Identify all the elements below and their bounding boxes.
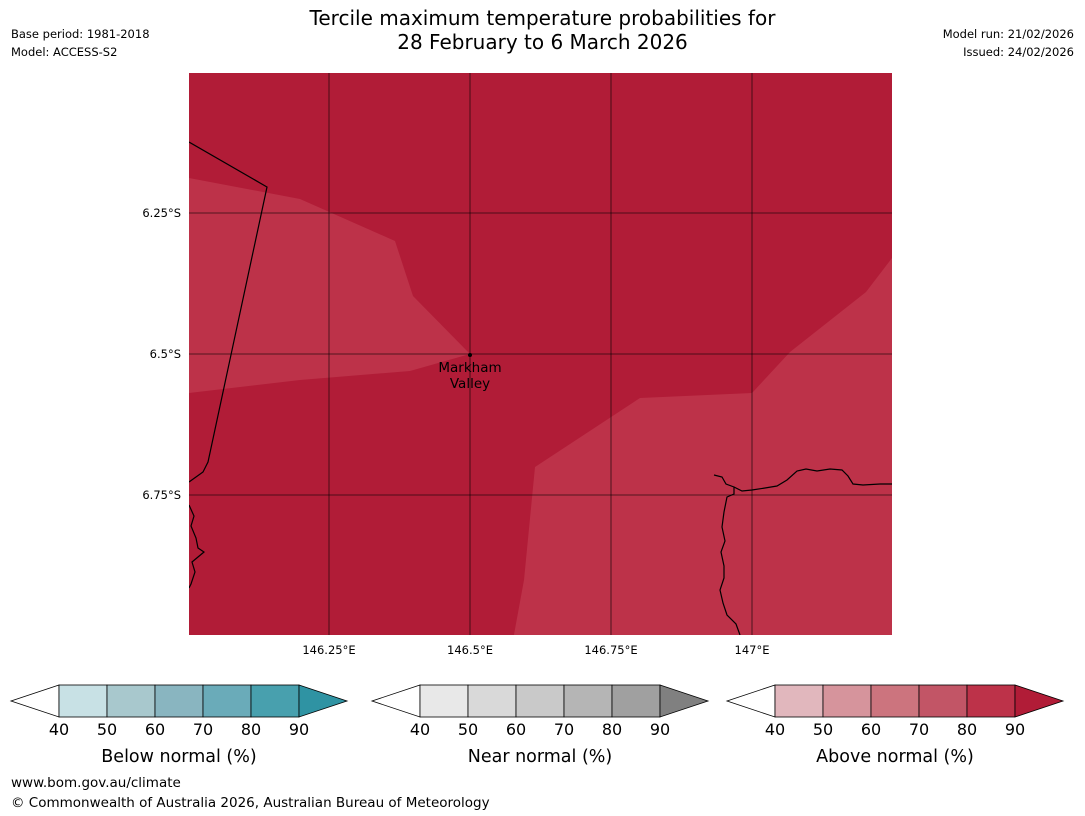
- colorbar-over-arrow: [298, 684, 349, 718]
- colorbar-segment-2: [870, 684, 920, 718]
- province-boundary: [189, 141, 268, 483]
- colorbar-tick-label: 60: [145, 720, 165, 739]
- place-label-line1: Markham: [438, 360, 501, 376]
- lon-label-147: 147°E: [735, 643, 770, 657]
- colorbar-over-arrow: [1014, 684, 1065, 718]
- colorbar-tick-label: 60: [506, 720, 526, 739]
- colorbar-under-arrow: [725, 684, 776, 718]
- colorbar-tick-label: 90: [289, 720, 309, 739]
- map-title: Tercile maximum temperature probabilitie…: [0, 6, 1085, 54]
- lat-axis-labels: 6.25°S 6.5°S 6.75°S: [142, 206, 181, 502]
- colorbar-tick-label: 60: [861, 720, 881, 739]
- colorbar-tick-label: 70: [909, 720, 929, 739]
- lon-label-146.75: 146.75°E: [584, 643, 637, 657]
- place-marker: [468, 353, 472, 357]
- colorbar-tick-label: 80: [957, 720, 977, 739]
- colorbar-tick-label: 50: [458, 720, 478, 739]
- colorbar-tick-label: 80: [602, 720, 622, 739]
- colorbar-segment-2: [154, 684, 204, 718]
- colorbar-title: Near normal (%): [468, 747, 613, 767]
- colorbar-tick-label: 50: [813, 720, 833, 739]
- colorbar-segment-4: [611, 684, 661, 718]
- colorbar-1: 40 50 60 70 80 90 Near normal (%): [370, 684, 710, 767]
- colorbar-title: Above normal (%): [816, 747, 974, 767]
- colorbar-segment-1: [467, 684, 517, 718]
- colorbar-title: Below normal (%): [101, 747, 256, 767]
- colorbar-tick-label: 40: [49, 720, 69, 739]
- colorbar-tick-label: 90: [650, 720, 670, 739]
- colorbar-tick-label: 70: [193, 720, 213, 739]
- colorbar-segment-3: [563, 684, 613, 718]
- colorbar-segment-4: [250, 684, 300, 718]
- lon-label-146.5: 146.5°E: [447, 643, 493, 657]
- forecast-meta-right: Model run: 21/02/2026 Issued: 24/02/2026: [943, 25, 1074, 61]
- colorbar-segment-2: [515, 684, 565, 718]
- colorbar-tick-label: 50: [97, 720, 117, 739]
- lon-axis-labels: 146.25°E 146.5°E 146.75°E 147°E: [302, 643, 769, 657]
- boundaries: [189, 141, 892, 635]
- coastline-huon-north: [733, 468, 892, 492]
- place-markham-valley: Markham Valley: [438, 353, 502, 392]
- coastline-west: [189, 504, 206, 589]
- lat-label-6.5: 6.5°S: [150, 347, 181, 361]
- colorbar-under-arrow: [370, 684, 421, 718]
- colorbar-segment-1: [106, 684, 156, 718]
- map-title-line1: Tercile maximum temperature probabilitie…: [309, 6, 776, 30]
- colorbar-tick-label: 80: [241, 720, 261, 739]
- footer-copyright: © Commonwealth of Australia 2026, Austra…: [11, 795, 490, 811]
- probability-region-70-80-west: [189, 178, 470, 393]
- forecast-meta-left: Base period: 1981-2018 Model: ACCESS-S2: [11, 25, 150, 61]
- map-title-line2: 28 February to 6 March 2026: [397, 30, 688, 54]
- colorbar-under-arrow: [9, 684, 60, 718]
- lon-label-146.25: 146.25°E: [302, 643, 355, 657]
- map-area: Markham Valley: [189, 73, 892, 635]
- colorbar-over-arrow: [659, 684, 710, 718]
- colorbar-segment-3: [918, 684, 968, 718]
- lat-label-6.75: 6.75°S: [142, 488, 181, 502]
- colorbar-0: 40 50 60 70 80 90 Below normal (%): [9, 684, 349, 767]
- model-label: Model: ACCESS-S2: [11, 45, 118, 59]
- colorbar-tick-label: 70: [554, 720, 574, 739]
- colorbar-segment-1: [822, 684, 872, 718]
- base-period-label: Base period: 1981-2018: [11, 27, 150, 41]
- colorbar-segment-0: [774, 684, 824, 718]
- colorbar-segment-0: [419, 684, 469, 718]
- footer-url: www.bom.gov.au/climate: [11, 775, 181, 791]
- colorbar-tick-label: 90: [1005, 720, 1025, 739]
- colorbar-segment-3: [202, 684, 252, 718]
- model-run-label: Model run: 21/02/2026: [942, 27, 1074, 41]
- colorbar-legends: 40 50 60 70 80 90 Below normal (%) 40 50 60 70 80 90…: [9, 684, 1065, 767]
- colorbar-2: 40 50 60 70 80 90 Above normal (%): [725, 684, 1065, 767]
- probability-region-70-80-southeast: [513, 258, 892, 635]
- colorbar-tick-label: 40: [410, 720, 430, 739]
- colorbar-segment-0: [58, 684, 108, 718]
- issued-label: Issued: 24/02/2026: [963, 45, 1074, 59]
- colorbar-tick-label: 40: [765, 720, 785, 739]
- place-label-line2: Valley: [450, 376, 490, 392]
- colorbar-segment-4: [966, 684, 1016, 718]
- lat-label-6.25: 6.25°S: [142, 206, 181, 220]
- coastline-huon-west: [713, 474, 741, 635]
